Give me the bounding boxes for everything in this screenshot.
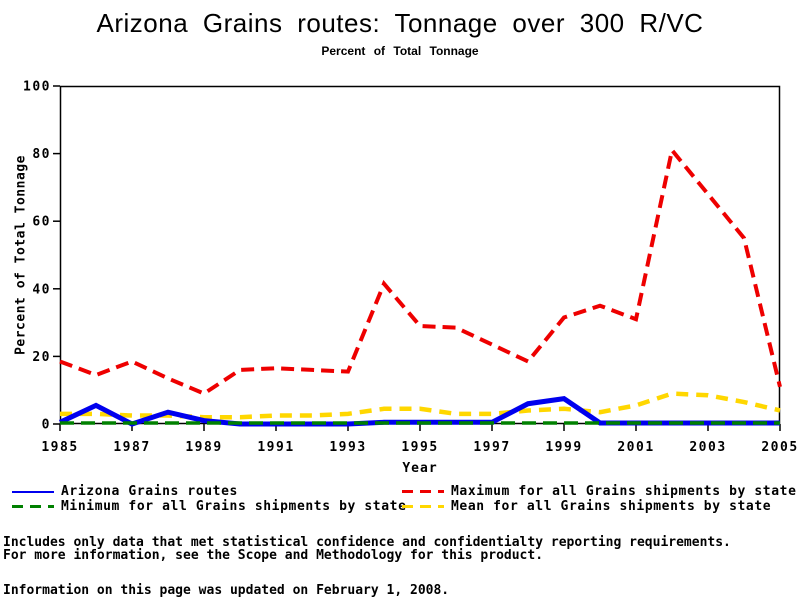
legend-column-2: Maximum for all Grains shipments by stat…: [402, 484, 797, 514]
y-tick-label: 100: [23, 80, 51, 95]
x-axis-title: Year: [402, 461, 438, 476]
y-axis-title: Percent of Total Tonnage: [13, 155, 29, 355]
chart-subtitle: Percent of Total Tonnage: [321, 44, 479, 58]
y-tick-label: 60: [32, 215, 51, 230]
x-tick-label: 2003: [689, 440, 726, 455]
y-tick-label: 40: [32, 282, 51, 297]
legend-column-1: Arizona Grains routes Minimum for all Gra…: [12, 484, 407, 514]
legend-swatch-arizona-grains-routes: [12, 490, 54, 493]
x-tick-label: 1991: [257, 440, 294, 455]
legend-item-minimum-for-all-grains-shipments-by-state: Minimum for all Grains shipments by stat…: [12, 499, 407, 514]
footer-updated-line: Information on this page was updated on …: [3, 583, 450, 598]
series-line-arizona-grains-routes: [58, 396, 780, 427]
plot-frame: [59, 85, 781, 425]
x-tick-label: 2001: [617, 440, 654, 455]
legend-swatch-minimum-for-all-grains-shipments-by-state: [12, 505, 54, 508]
y-tick-label: 20: [32, 350, 51, 365]
footer-note-line1: Includes only data that met statistical …: [3, 535, 731, 550]
x-tick-label: 1995: [401, 440, 438, 455]
legend-swatch-maximum-for-all-grains-shipments-by-state: [402, 490, 444, 493]
legend-label-maximum-for-all-grains-shipments-by-state: Maximum for all Grains shipments by stat…: [451, 484, 797, 499]
chart-title: Arizona Grains routes: Tonnage over 300 …: [96, 8, 704, 38]
legend-label-arizona-grains-routes: Arizona Grains routes: [61, 484, 238, 499]
legend-label-mean-for-all-grains-shipments-by-state: Mean for all Grains shipments by state: [451, 499, 772, 514]
y-tick-label: 0: [42, 418, 51, 433]
legend-label-minimum-for-all-grains-shipments-by-state: Minimum for all Grains shipments by stat…: [61, 499, 407, 514]
footer-note-line2: For more information, see the Scope and …: [3, 548, 544, 563]
x-tick-label: 1993: [329, 440, 366, 455]
x-tick-label: 1989: [185, 440, 222, 455]
x-tick-label: 1987: [113, 440, 150, 455]
chart-legend: Arizona Grains routes Minimum for all Gra…: [0, 484, 800, 518]
x-tick-label: 1997: [473, 440, 510, 455]
y-tick-label: 80: [32, 147, 51, 162]
x-tick-label: 1999: [545, 440, 582, 455]
series-line-maximum-for-all-grains-shipments-by-state: [59, 145, 782, 396]
legend-item-maximum-for-all-grains-shipments-by-state: Maximum for all Grains shipments by stat…: [402, 484, 797, 499]
x-tick-label: 2005: [761, 440, 798, 455]
legend-item-arizona-grains-routes: Arizona Grains routes: [12, 484, 407, 499]
legend-swatch-mean-for-all-grains-shipments-by-state: [402, 505, 444, 508]
x-tick-label: 1985: [41, 440, 78, 455]
legend-item-mean-for-all-grains-shipments-by-state: Mean for all Grains shipments by state: [402, 499, 797, 514]
plot-area: 0 20 40 60 80 100 1985 1987 1989 1991 1993 1995 1997…: [23, 80, 798, 456]
